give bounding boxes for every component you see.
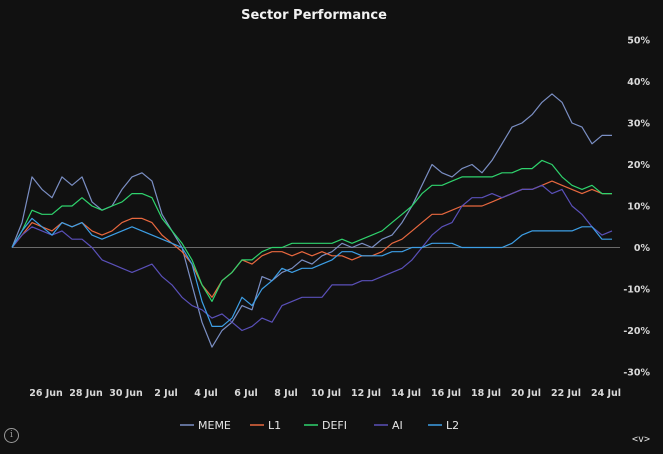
y-tick-label: 20%: [627, 160, 650, 171]
y-tick-label: 0%: [634, 243, 651, 254]
x-axis: 26 Jun 28 Jun 30 Jun 2 Jul 4 Jul 6 Jul 8 Jul 10…: [29, 388, 621, 399]
series-layer: [11, 93, 613, 348]
legend-item-ai[interactable]: AI: [374, 419, 403, 432]
legend-label: AI: [392, 419, 403, 432]
x-tick-label: 22 Jul: [551, 388, 581, 399]
y-tick-label: 40%: [627, 77, 650, 88]
legend-item-meme[interactable]: MEME: [180, 419, 231, 432]
legend-item-defi[interactable]: DEFI: [304, 419, 347, 432]
x-tick-label: 6 Jul: [234, 388, 257, 399]
y-tick-label: -20%: [623, 326, 650, 337]
x-tick-label: 10 Jul: [311, 388, 341, 399]
series-line-l2: [11, 217, 612, 327]
x-tick-label: 20 Jul: [511, 388, 541, 399]
legend-label: MEME: [198, 419, 231, 432]
chart-title: Sector Performance: [241, 8, 387, 23]
series-line-ai: [11, 184, 613, 332]
x-tick-label: 14 Jul: [391, 388, 421, 399]
legend-label: L2: [446, 419, 459, 432]
legend-item-l1[interactable]: L1: [250, 419, 281, 432]
x-tick-label: 30 Jun: [109, 388, 143, 399]
info-icon[interactable]: i: [4, 428, 19, 443]
x-tick-label: 16 Jul: [431, 388, 461, 399]
x-tick-label: 2 Jul: [154, 388, 177, 399]
legend-item-l2[interactable]: L2: [428, 419, 459, 432]
y-tick-label: -30%: [623, 368, 650, 379]
legend-label: L1: [268, 419, 281, 432]
navigation-toggle-button[interactable]: <v>: [632, 434, 651, 445]
y-tick-label: 50%: [627, 36, 650, 47]
y-axis: -30% -20% -10% 0% 10% 20% 30% 40% 50%: [623, 36, 650, 379]
x-tick-label: 4 Jul: [194, 388, 217, 399]
y-tick-label: 30%: [627, 119, 650, 130]
x-tick-label: 18 Jul: [471, 388, 501, 399]
y-tick-label: -10%: [623, 285, 650, 296]
legend[interactable]: MEME L1 DEFI AI L2: [180, 419, 459, 432]
series-line-meme: [11, 93, 612, 348]
x-tick-label: 28 Jun: [69, 388, 103, 399]
x-tick-label: 26 Jun: [29, 388, 63, 399]
x-tick-label: 8 Jul: [274, 388, 297, 399]
x-tick-label: 24 Jul: [591, 388, 621, 399]
legend-label: DEFI: [322, 419, 347, 432]
x-tick-label: 12 Jul: [351, 388, 381, 399]
series-line-defi: [11, 159, 612, 302]
y-tick-label: 10%: [627, 202, 650, 213]
